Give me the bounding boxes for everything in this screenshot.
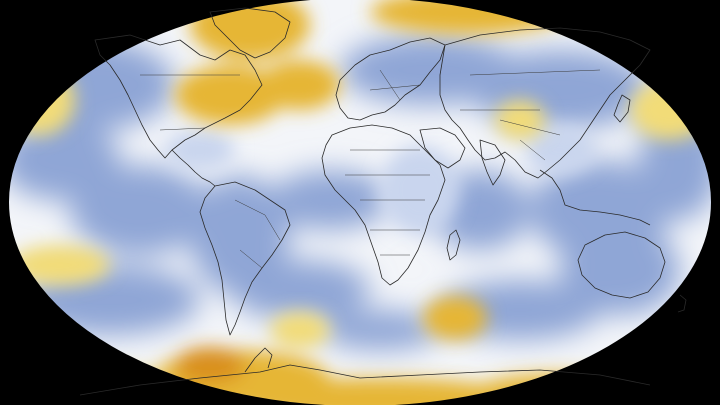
australia-coastline: [577, 231, 666, 299]
new-zealand-coastline: [677, 294, 687, 313]
border-line: [379, 69, 401, 101]
border-line: [159, 127, 206, 131]
asia-coastline: [439, 27, 651, 179]
central-america-coastline: [171, 149, 216, 187]
cool-light-regions: [165, 125, 595, 235]
africa-coastline: [321, 124, 446, 286]
warm-anomaly-patch: [423, 296, 487, 340]
cool-light-anomaly-patch: [380, 145, 460, 235]
warm-light-anomaly-patch: [270, 312, 330, 348]
japan-coastline: [613, 94, 631, 123]
india-coastline: [479, 139, 506, 186]
border-line: [234, 199, 281, 241]
cool-light-anomaly-patch: [525, 125, 595, 175]
madagascar-coastline: [446, 229, 461, 261]
cool-light-anomaly-patch: [165, 130, 235, 170]
arabia-coastline: [419, 127, 466, 169]
cool-anomaly-patch: [320, 310, 440, 350]
warm-anomaly-patch: [260, 60, 340, 110]
cool-anomaly-patch: [270, 170, 390, 230]
cool-anomaly-patch: [230, 260, 370, 320]
greenland-coastline: [209, 7, 291, 59]
south-america-coastline: [199, 181, 291, 336]
cool-anomaly-patch: [560, 225, 680, 315]
warm-anomaly-patch: [230, 378, 530, 405]
warm-anomaly-patch: [175, 65, 285, 125]
antarctica-coastline: [79, 364, 651, 396]
country-borders: [140, 69, 601, 269]
border-line: [239, 249, 263, 269]
hot-anomaly-patch: [175, 347, 245, 383]
globe-outline: [7, 0, 713, 405]
antarctic-peninsula-coastline: [244, 347, 273, 373]
border-line: [519, 139, 546, 161]
border-line: [499, 119, 561, 136]
border-line: [469, 69, 601, 76]
warm-light-anomaly-patch: [10, 245, 110, 285]
border-line: [369, 84, 421, 91]
cool-anomaly-patch: [70, 165, 210, 255]
cool-anomaly-regions: [8, 35, 712, 350]
southeast-asia-coastline: [539, 169, 651, 226]
warm-light-anomaly-patch: [495, 100, 545, 140]
